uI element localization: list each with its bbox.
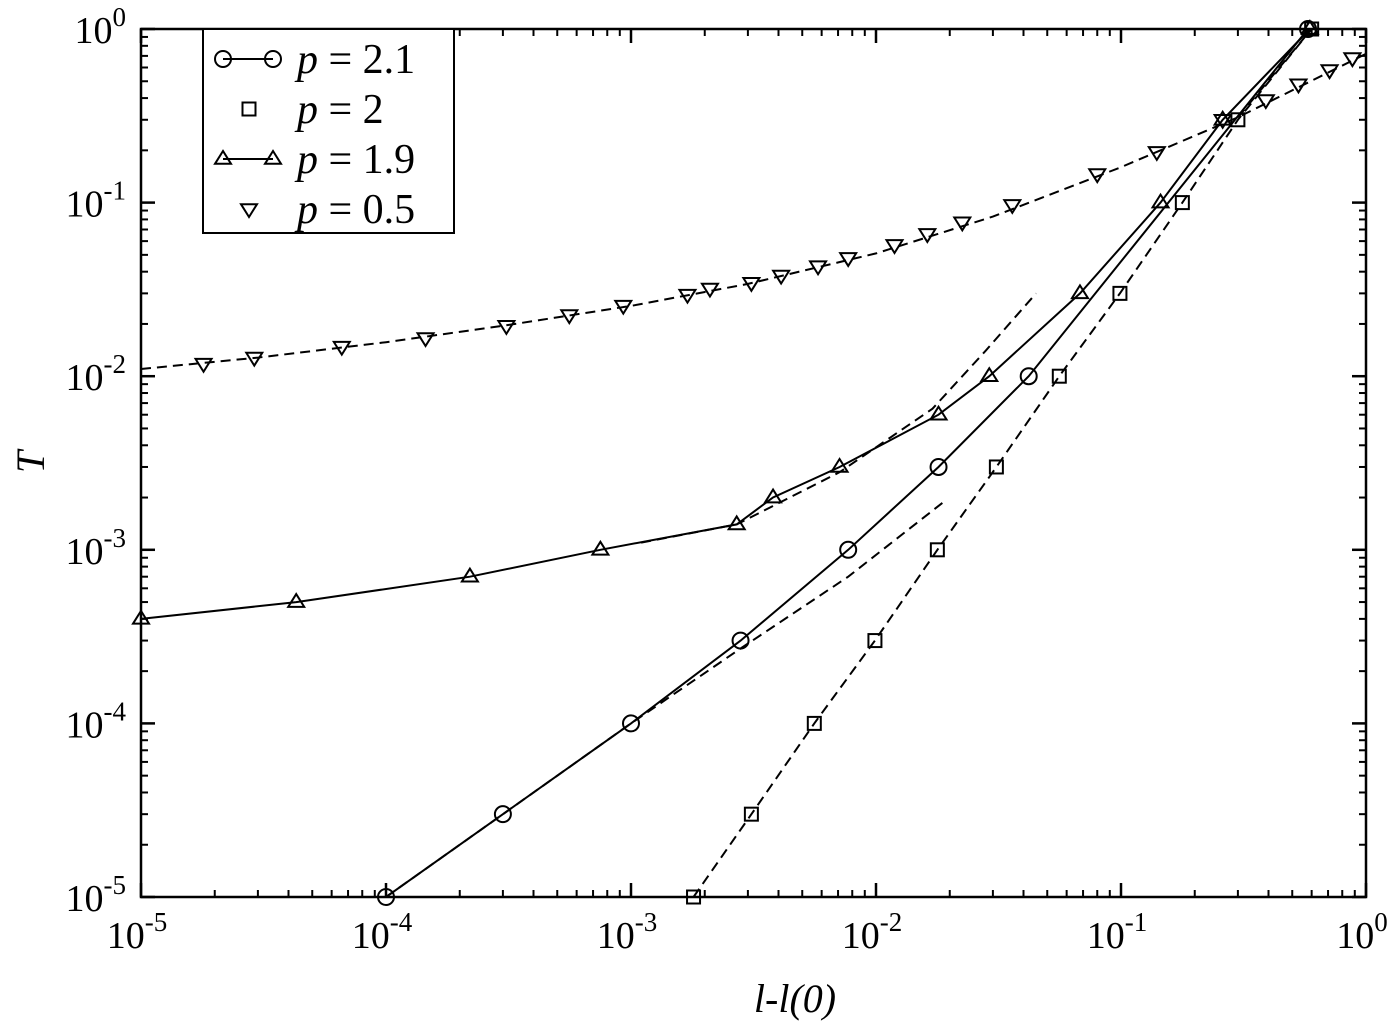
data-point bbox=[808, 260, 828, 277]
y-tick-label: 10-1 bbox=[66, 176, 127, 226]
series-triangle-down bbox=[193, 52, 1363, 374]
data-point bbox=[829, 457, 850, 473]
data-point bbox=[1087, 168, 1108, 184]
data-point bbox=[1288, 78, 1309, 95]
data-point bbox=[415, 332, 436, 348]
data-point bbox=[952, 216, 973, 233]
x-tick-label: 10-5 bbox=[107, 907, 168, 957]
data-point bbox=[677, 288, 698, 305]
data-point bbox=[622, 714, 640, 733]
data-point bbox=[1256, 94, 1276, 110]
data-point bbox=[1300, 19, 1320, 35]
y-tick-label: 10-4 bbox=[66, 696, 127, 746]
data-point bbox=[806, 715, 822, 731]
data-point bbox=[1174, 195, 1190, 211]
data-point bbox=[1212, 113, 1233, 130]
data-point bbox=[743, 806, 759, 822]
fit-line bbox=[640, 292, 1037, 544]
data-point bbox=[1019, 367, 1038, 386]
data-point bbox=[286, 592, 307, 608]
data-point bbox=[1342, 52, 1363, 68]
legend-label: p = 0.5 bbox=[294, 187, 415, 233]
x-tick-label: 10-2 bbox=[842, 907, 903, 957]
legend-marker bbox=[263, 149, 283, 165]
data-point bbox=[763, 487, 783, 504]
data-point bbox=[731, 631, 750, 650]
data-point bbox=[979, 366, 1000, 382]
y-axis-label: T bbox=[8, 448, 53, 473]
series-layer bbox=[131, 19, 1363, 906]
data-point bbox=[613, 299, 634, 316]
legend-marker bbox=[213, 149, 233, 165]
data-point bbox=[929, 542, 945, 558]
data-point bbox=[1319, 64, 1340, 80]
data-point bbox=[193, 357, 214, 374]
data-point bbox=[331, 340, 352, 357]
legend-label: p = 2.1 bbox=[294, 37, 415, 83]
series-line bbox=[385, 28, 1309, 898]
y-tick-label: 100 bbox=[75, 2, 127, 52]
y-tick-label: 10-3 bbox=[66, 523, 127, 573]
data-point bbox=[928, 404, 949, 421]
x-tick-label: 10-4 bbox=[352, 907, 413, 957]
legend-label: p = 2 bbox=[294, 87, 384, 133]
legend-box bbox=[202, 28, 455, 234]
data-point bbox=[686, 889, 702, 905]
legend-marker bbox=[214, 50, 232, 68]
fit-line bbox=[692, 28, 1313, 898]
data-point bbox=[741, 277, 762, 293]
data-point bbox=[771, 269, 791, 286]
data-point bbox=[131, 608, 151, 625]
data-point bbox=[460, 566, 480, 583]
data-point bbox=[1002, 199, 1023, 215]
data-point bbox=[493, 805, 512, 824]
data-point bbox=[884, 239, 905, 255]
series-circle bbox=[377, 20, 1318, 906]
data-point bbox=[700, 282, 720, 299]
series-square bbox=[686, 21, 1320, 905]
x-tick-label: 10-3 bbox=[597, 907, 658, 957]
y-tick-label: 10-2 bbox=[66, 349, 127, 399]
data-point bbox=[1146, 146, 1167, 162]
data-point bbox=[1212, 109, 1233, 126]
data-point bbox=[838, 252, 858, 268]
y-tick-label: 10-5 bbox=[66, 870, 127, 920]
data-point bbox=[929, 457, 948, 476]
legend-label: p = 1.9 bbox=[294, 137, 415, 183]
legend: p = 2.1p = 2p = 1.9p = 0.5 bbox=[202, 28, 455, 234]
legend-marker bbox=[241, 101, 257, 117]
data-point bbox=[1150, 192, 1171, 209]
data-point bbox=[1051, 368, 1067, 384]
legend-marker bbox=[264, 50, 282, 68]
plot-frame bbox=[139, 27, 1368, 899]
data-point bbox=[867, 633, 883, 649]
x-tick-label: 10-1 bbox=[1087, 907, 1148, 957]
x-axis-label: l-l(0) bbox=[754, 976, 836, 1021]
series-triangle-up bbox=[131, 19, 1320, 625]
data-point bbox=[988, 459, 1004, 475]
data-point bbox=[496, 320, 517, 336]
axis-ticks: 10-5 10-4 10-3 10-2 10-1 100 10-5 10-4 10-3 10-2 1… bbox=[66, 2, 1388, 957]
data-point bbox=[726, 514, 747, 531]
data-point bbox=[590, 539, 611, 556]
data-point bbox=[1070, 283, 1090, 300]
data-point bbox=[559, 309, 580, 325]
data-point bbox=[1112, 285, 1128, 301]
legend-marker bbox=[239, 203, 259, 219]
data-point bbox=[917, 228, 938, 244]
x-tick-label: 100 bbox=[1336, 907, 1388, 957]
data-point bbox=[377, 888, 395, 906]
data-point bbox=[244, 351, 265, 368]
data-point bbox=[839, 540, 858, 559]
data-point bbox=[1299, 20, 1318, 38]
series-line bbox=[140, 28, 1311, 620]
data-point bbox=[1230, 112, 1246, 128]
fit-line bbox=[1237, 28, 1313, 118]
